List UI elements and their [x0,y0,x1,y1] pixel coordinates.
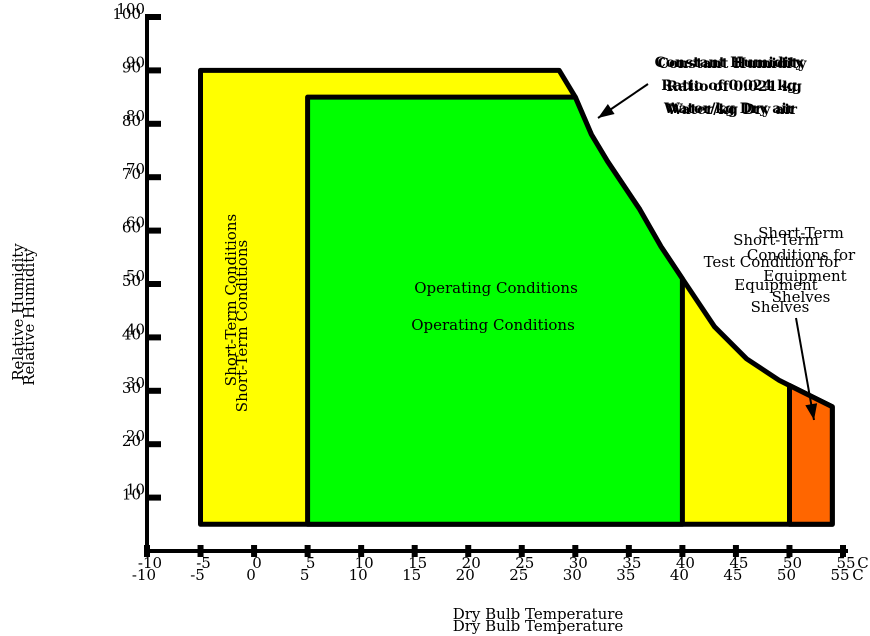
label-humidity: Constant Humidity [658,56,808,72]
label-humidity: Ratio of 0.021 kg [666,79,802,95]
chart-ticks: -10-10-5-5005510101515202025253030353540… [112,0,868,584]
y-tick-label: 30 [122,379,141,397]
label-humidity: Ratio of 0.024 kg [661,78,797,94]
x-tick-label: -5 [196,554,211,572]
x-tick-label: -10 [132,566,156,584]
y-tick-label: 10 [126,481,145,499]
y-tick-label: 100 [112,5,141,23]
arrow-shelves-head [805,403,818,420]
label-operating: Operating Conditions [414,279,578,297]
x-tick-label: 35 [622,554,641,572]
x-tick-label: 25 [515,554,534,572]
x-tick-label: 30 [563,566,582,584]
x-tick-label: 40 [670,566,689,584]
x-tick-label: 5 [300,566,310,584]
y-tick-label: 80 [126,107,145,125]
y-tick-label: 50 [122,272,141,290]
x-tick-label: 55 [830,566,849,584]
x-tick-label: 15 [402,566,421,584]
y-tick-label: 50 [126,267,145,285]
label-humidity: Water/kg Dry air [663,101,795,117]
y-tick-label: 20 [122,432,141,450]
y-tick-label: 10 [122,486,141,504]
x-tick-label: 10 [355,554,374,572]
region-operating [305,94,685,527]
label-shelves: Shelves [772,288,831,306]
x-tick-label: 5 [306,554,316,572]
x-tick-label: -10 [138,554,162,572]
x-axis-title: Dry Bulb Temperature [453,617,624,635]
y-tick-label: 40 [126,320,145,338]
x-tick-label: 40 [676,554,695,572]
label-short-term: Short-Term Conditions [222,214,240,386]
x-tick-label: 55 [836,554,855,572]
label-humidity: Constant Humidity [655,55,805,71]
y-tick-label: 80 [122,112,141,130]
label-humidity: Water/kg Dry air [666,102,798,118]
label-shelves: Short-Term [758,224,844,242]
x-tick-label: 50 [777,566,796,584]
x-tick-label: 0 [246,566,256,584]
x-tick-label: 0 [252,554,262,572]
x-tick-label: 45 [729,554,748,572]
label-shelves: Shelves [751,298,810,316]
label-shelves: Equipment [734,276,817,294]
x-tick-label: 30 [569,554,588,572]
label-short-term: Short-Term Conditions [233,240,251,412]
x-tick-label: 15 [408,554,427,572]
y-tick-label: 20 [126,427,145,445]
x-tick-label: 25 [509,566,528,584]
x-unit-label: C [857,554,868,572]
x-tick-label: 10 [349,566,368,584]
y-tick-label: 60 [122,219,141,237]
x-tick-label: -5 [190,566,205,584]
y-tick-label: 60 [126,214,145,232]
label-operating: Operating Conditions [411,316,575,334]
y-axis-title: Relative Humidity [20,248,38,386]
x-tick-label: 50 [783,554,802,572]
y-tick-label: 70 [126,160,145,178]
chart-regions [198,67,835,527]
x-tick-label: 35 [616,566,635,584]
x-axis-title: Dry Bulb Temperature [453,605,624,623]
y-tick-label: 90 [122,58,141,76]
label-shelves: Short-Term [733,231,819,249]
label-shelves: Test Condition for [704,253,842,271]
arrow-humidity-head [598,104,615,118]
y-axis-title: Relative Humidity [9,243,27,381]
y-tick-label: 40 [122,325,141,343]
label-shelves: Equipment [763,267,846,285]
y-tick-label: 100 [116,0,145,18]
x-tick-label: 45 [723,566,742,584]
y-tick-label: 90 [126,53,145,71]
x-unit-label: C [852,566,863,584]
region-shelves [787,383,835,527]
label-shelves: Conditions for [747,246,856,264]
x-tick-label: 20 [456,566,475,584]
arrow-shelves [795,317,815,421]
y-tick-label: 70 [122,165,141,183]
x-tick-label: 20 [462,554,481,572]
y-tick-label: 30 [126,374,145,392]
